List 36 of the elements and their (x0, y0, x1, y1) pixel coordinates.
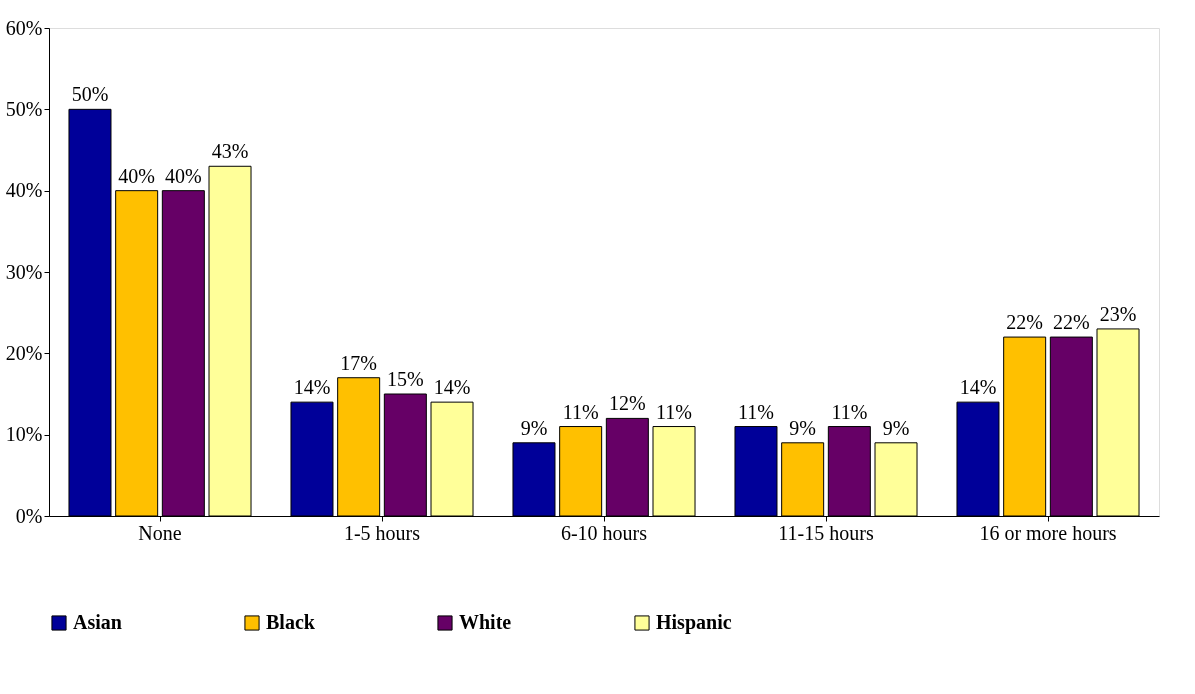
y-tick-label: 30% (5, 260, 43, 283)
data-label: 22% (1053, 311, 1090, 334)
data-label: 17% (340, 351, 377, 374)
data-label: 14% (433, 376, 471, 399)
x-tick-label: 11-15 hours (778, 521, 874, 544)
x-tick-label: None (138, 521, 182, 544)
legend-label: Black (266, 611, 316, 633)
data-label: 15% (387, 368, 424, 390)
legend-label: Hispanic (656, 611, 732, 634)
x-tick-label: 6-10 hours (560, 521, 648, 544)
data-label: 50% (71, 83, 109, 106)
y-tick-label: 20% (5, 341, 43, 364)
y-tick-label: 10% (5, 423, 43, 446)
x-tick-label: 1-5 hours (343, 521, 421, 544)
y-tick-label: 60% (5, 16, 43, 39)
data-label: 9% (882, 416, 910, 439)
y-tick-label: 50% (5, 97, 43, 120)
y-tick-label: 0% (15, 504, 43, 527)
data-label: 9% (789, 416, 816, 439)
data-label: 9% (520, 416, 548, 439)
legend-label: White (459, 611, 512, 633)
x-tick-label: 16 or more hours (979, 521, 1117, 544)
data-label: 40% (118, 164, 155, 187)
data-label: 11% (831, 400, 868, 423)
data-label: 14% (959, 376, 997, 399)
data-label: 12% (609, 392, 646, 415)
data-label: 11% (562, 400, 599, 423)
data-label: 14% (293, 376, 331, 399)
legend-label: Asian (73, 611, 122, 633)
data-label: 11% (656, 400, 692, 423)
data-label: 11% (738, 400, 774, 423)
data-label: 22% (1006, 311, 1043, 334)
data-label: 23% (1099, 302, 1137, 325)
data-label: 43% (211, 140, 249, 163)
data-label: 40% (165, 164, 202, 187)
y-tick-label: 40% (5, 179, 43, 202)
